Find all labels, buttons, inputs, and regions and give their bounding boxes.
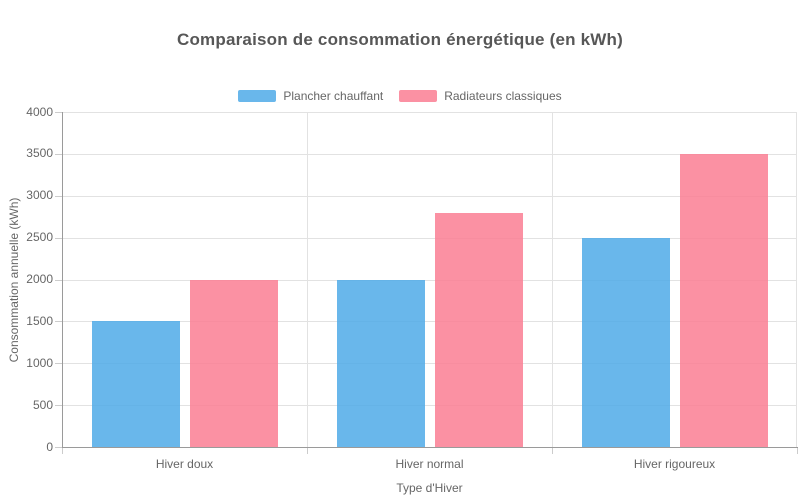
gridline-vertical [796, 112, 797, 447]
y-tick-mark [55, 405, 62, 407]
legend-label: Radiateurs classiques [444, 89, 562, 103]
x-tick-label: Hiver doux [155, 457, 214, 471]
x-tick-mark [62, 448, 63, 454]
bar-plancher-chauffant-1 [91, 321, 180, 447]
x-axis-line [62, 447, 798, 448]
bar-radiateurs-classiques-1 [189, 279, 278, 447]
y-tick-mark [55, 153, 62, 155]
y-axis-line [62, 112, 63, 448]
y-tick-mark [55, 363, 62, 365]
bar-radiateurs-classiques-3 [679, 153, 768, 447]
x-tick-label: Hiver rigoureux [633, 457, 716, 471]
chart-title: Comparaison de consommation énergétique … [177, 30, 623, 49]
gridline-vertical [307, 112, 308, 447]
legend-swatch-icon [238, 90, 277, 102]
y-tick-label: 4000 [26, 104, 53, 119]
x-tick-mark [307, 448, 308, 454]
chart-legend: Plancher chauffant Radiateurs classiques [0, 88, 800, 104]
x-axis-title: Type d'Hiver [396, 481, 463, 495]
y-tick-mark [55, 447, 62, 448]
gridline-horizontal [62, 321, 797, 323]
y-tick-label: 3000 [26, 188, 53, 203]
y-tick-mark [55, 321, 62, 323]
y-tick-label: 2500 [26, 230, 53, 245]
bar-plancher-chauffant-3 [581, 237, 670, 447]
gridline-horizontal [62, 237, 797, 239]
y-tick-mark [55, 279, 62, 281]
legend-item-radiateurs-classiques[interactable]: Radiateurs classiques [399, 89, 562, 103]
gridline-horizontal [62, 153, 797, 155]
gridline-vertical [552, 112, 553, 447]
y-tick-mark [55, 112, 62, 113]
x-tick-mark [797, 448, 798, 454]
plot-area [62, 112, 797, 447]
y-tick-label: 500 [32, 397, 53, 412]
y-tick-mark [55, 237, 62, 239]
x-tick-label: Hiver normal [395, 457, 464, 471]
legend-label: Plancher chauffant [283, 89, 384, 103]
gridline-horizontal [62, 279, 797, 281]
y-tick-mark [55, 195, 62, 197]
bar-plancher-chauffant-2 [336, 279, 425, 447]
y-tick-label: 0 [46, 439, 53, 454]
legend-swatch-icon [399, 90, 438, 102]
gridline-horizontal [62, 363, 797, 365]
gridline-horizontal [62, 405, 797, 407]
gridline-horizontal [62, 195, 797, 197]
gridline-horizontal [62, 112, 797, 113]
legend-item-plancher-chauffant[interactable]: Plancher chauffant [238, 89, 383, 103]
y-tick-label: 2000 [26, 272, 53, 286]
y-tick-label: 3500 [26, 146, 53, 161]
y-tick-label: 1500 [26, 313, 53, 328]
bar-radiateurs-classiques-2 [434, 212, 523, 447]
y-tick-label: 1000 [26, 355, 53, 370]
x-tick-mark [552, 448, 553, 454]
